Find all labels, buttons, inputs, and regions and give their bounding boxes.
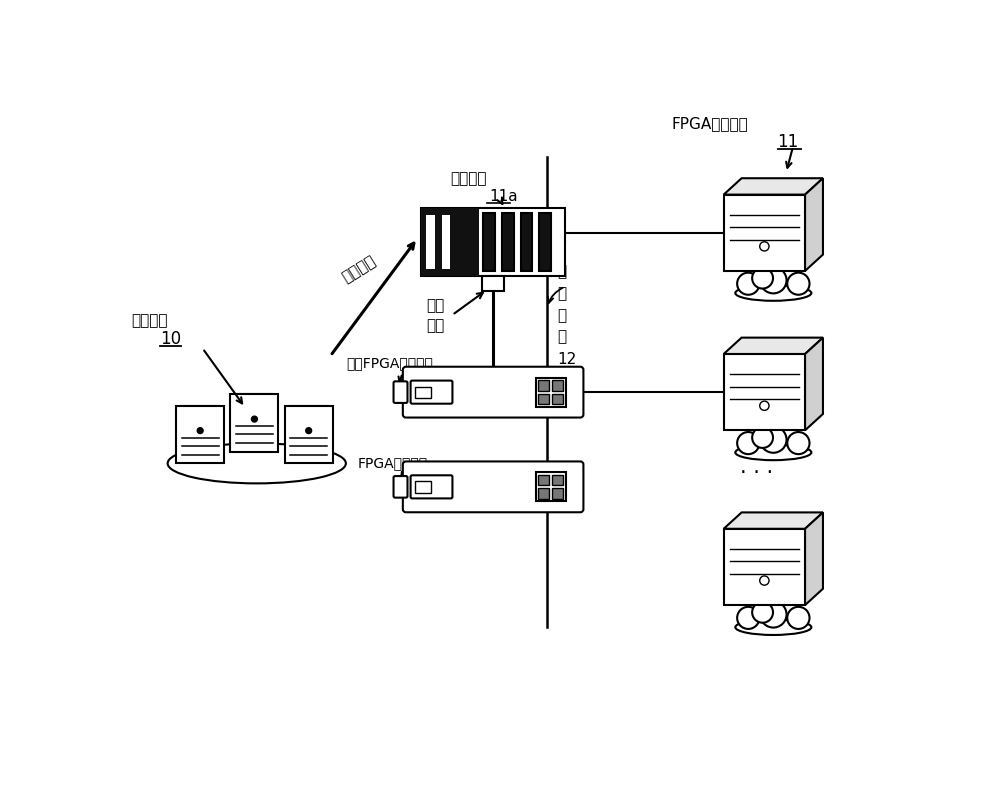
Text: 存储节点: 存储节点 [131,313,168,328]
Circle shape [752,427,773,448]
FancyBboxPatch shape [552,488,563,499]
FancyBboxPatch shape [230,394,278,452]
FancyBboxPatch shape [483,213,495,271]
FancyBboxPatch shape [415,482,431,493]
FancyBboxPatch shape [539,213,551,271]
FancyBboxPatch shape [403,367,583,418]
FancyBboxPatch shape [426,215,435,269]
Text: 10: 10 [160,330,181,347]
Circle shape [737,607,759,629]
Text: 10b1: 10b1 [400,373,439,388]
Polygon shape [724,513,823,528]
Text: . . .: . . . [740,457,773,477]
Circle shape [737,432,759,454]
FancyBboxPatch shape [403,461,583,513]
FancyBboxPatch shape [411,475,452,498]
Text: 目标: 目标 [426,297,444,312]
Text: 程序: 程序 [426,319,444,334]
FancyBboxPatch shape [552,380,563,391]
FancyBboxPatch shape [724,195,805,271]
Circle shape [251,416,257,422]
Text: 10b: 10b [400,473,429,488]
Text: 线: 线 [557,329,567,344]
FancyBboxPatch shape [538,488,549,499]
Circle shape [737,273,759,295]
Text: 12: 12 [557,352,577,367]
Text: 目标程序: 目标程序 [340,253,379,285]
FancyBboxPatch shape [552,394,563,404]
Text: 11a: 11a [489,189,518,204]
Text: 11: 11 [778,133,799,150]
Circle shape [760,601,787,627]
Circle shape [787,432,810,454]
FancyBboxPatch shape [442,215,450,269]
FancyBboxPatch shape [421,208,479,276]
FancyBboxPatch shape [724,354,805,430]
Text: FPGA硬件模块: FPGA硬件模块 [358,456,428,470]
FancyBboxPatch shape [176,406,224,464]
Polygon shape [805,513,823,605]
FancyBboxPatch shape [421,208,565,276]
FancyBboxPatch shape [502,213,514,271]
Polygon shape [724,338,823,354]
Ellipse shape [735,619,811,635]
FancyBboxPatch shape [415,387,431,399]
Ellipse shape [735,286,811,301]
Text: 数: 数 [557,265,567,280]
Circle shape [752,602,773,623]
FancyBboxPatch shape [236,394,272,410]
Circle shape [787,607,810,629]
FancyBboxPatch shape [482,276,504,291]
FancyBboxPatch shape [394,476,407,498]
FancyBboxPatch shape [411,380,452,403]
Text: 管理模块: 管理模块 [450,172,487,187]
Circle shape [197,428,203,433]
Circle shape [760,426,787,452]
FancyBboxPatch shape [291,406,327,421]
FancyBboxPatch shape [724,528,805,605]
Circle shape [752,268,773,289]
Text: FPGA云服务器: FPGA云服务器 [671,116,748,131]
Circle shape [760,267,787,293]
Circle shape [306,428,312,433]
FancyBboxPatch shape [394,381,407,403]
Text: 据: 据 [557,286,567,301]
Text: 目标FPGA硬件模块: 目标FPGA硬件模块 [346,356,433,369]
Polygon shape [805,338,823,430]
FancyBboxPatch shape [538,380,549,391]
Ellipse shape [168,443,346,483]
FancyBboxPatch shape [538,394,549,404]
FancyBboxPatch shape [552,475,563,486]
FancyBboxPatch shape [285,406,333,464]
Circle shape [787,273,810,295]
FancyBboxPatch shape [182,406,218,421]
Polygon shape [724,178,823,195]
FancyBboxPatch shape [538,475,549,486]
Text: 总: 总 [557,308,567,323]
FancyBboxPatch shape [521,213,532,271]
Polygon shape [805,178,823,271]
Ellipse shape [735,445,811,460]
